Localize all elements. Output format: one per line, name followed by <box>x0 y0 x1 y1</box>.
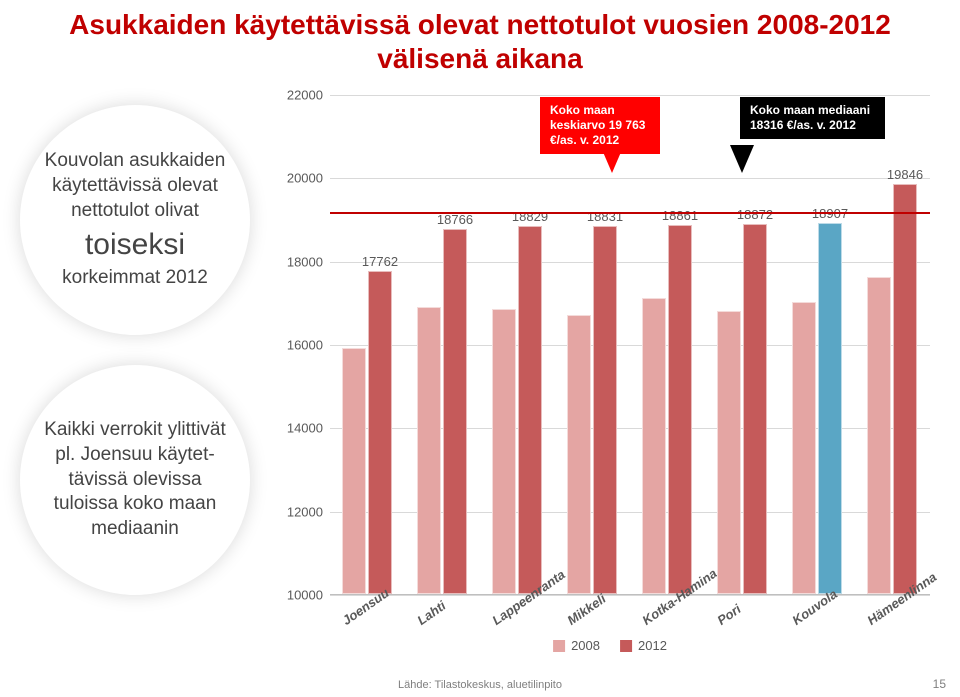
circle-1-post: korkeimmat 2012 <box>62 267 208 288</box>
bar <box>867 277 891 594</box>
bar <box>417 307 441 595</box>
circle-2-pre: Kaikki verrokit ylittivät pl. Joensuu kä… <box>44 419 226 539</box>
y-tick-label: 16000 <box>275 338 323 353</box>
x-category-label: Mikkeli <box>564 591 608 628</box>
bar <box>342 348 366 594</box>
title-line2: välisenä aikana <box>377 43 582 74</box>
y-tick-label: 10000 <box>275 588 323 603</box>
x-category-label: Pori <box>714 601 743 628</box>
circle-1-text: Kouvolan asukkaiden käytettävissä olevat… <box>40 149 230 291</box>
chart-plot: 17762Joensuu18766Lahti18829Lappeenranta1… <box>330 95 930 595</box>
legend-item-2012: 2012 <box>620 638 667 653</box>
circle-2: Kaikki verrokit ylittivät pl. Joensuu kä… <box>20 365 250 595</box>
bar <box>743 224 767 594</box>
x-category-label: Lahti <box>414 598 448 628</box>
bar <box>593 226 617 594</box>
chart-legend: 2008 2012 <box>553 638 667 653</box>
callout-box: Koko maan mediaani18316 €/as. v. 2012 <box>740 97 885 139</box>
bar <box>717 311 741 594</box>
bar <box>668 225 692 594</box>
trendline <box>330 212 930 214</box>
callout-line: 18316 €/as. v. 2012 <box>750 118 875 133</box>
bar <box>443 229 467 594</box>
bar-value-label: 17762 <box>355 254 405 269</box>
callout-line: keskiarvo 19 763 <box>550 118 650 133</box>
callout-line: €/as. v. 2012 <box>550 133 650 148</box>
bar <box>492 309 516 594</box>
gridline <box>330 95 930 96</box>
gridline <box>330 595 930 596</box>
source-text: Lähde: Tilastokeskus, aluetilinpito <box>398 679 562 691</box>
bar <box>368 271 392 594</box>
y-tick-label: 14000 <box>275 421 323 436</box>
callout-box: Koko maankeskiarvo 19 763€/as. v. 2012 <box>540 97 660 154</box>
bar-value-label: 18861 <box>655 208 705 223</box>
page-number: 15 <box>933 677 946 691</box>
chart-area: 10000120001400016000180002000022000 1776… <box>275 95 945 655</box>
y-tick-label: 20000 <box>275 171 323 186</box>
title-line1: Asukkaiden käytettävissä olevat nettotul… <box>69 9 891 40</box>
bar-value-label: 18872 <box>730 207 780 222</box>
callout-line: Koko maan mediaani <box>750 103 875 118</box>
legend-label-2012: 2012 <box>638 638 667 653</box>
bar <box>518 226 542 594</box>
callout-tail <box>730 145 754 173</box>
bar-value-label: 19846 <box>880 167 930 182</box>
bar <box>567 315 591 594</box>
circle-1: Kouvolan asukkaiden käytettävissä olevat… <box>20 105 250 335</box>
y-tick-label: 18000 <box>275 254 323 269</box>
left-column: Kouvolan asukkaiden käytettävissä olevat… <box>10 105 260 625</box>
bar <box>792 302 816 594</box>
legend-swatch-2008 <box>553 640 565 652</box>
page-title: Asukkaiden käytettävissä olevat nettotul… <box>0 0 960 79</box>
circle-1-big: toiseksi <box>40 225 230 264</box>
callout-line: Koko maan <box>550 103 650 118</box>
bar <box>818 223 842 594</box>
y-tick-label: 22000 <box>275 88 323 103</box>
circle-2-text: Kaikki verrokit ylittivät pl. Joensuu kä… <box>40 418 230 541</box>
legend-item-2008: 2008 <box>553 638 600 653</box>
bar <box>893 184 917 594</box>
gridline <box>330 178 930 179</box>
y-tick-label: 12000 <box>275 504 323 519</box>
bar-value-label: 18766 <box>430 212 480 227</box>
legend-swatch-2012 <box>620 640 632 652</box>
circle-1-pre: Kouvolan asukkaiden käytettävissä olevat… <box>45 150 226 220</box>
bar <box>642 298 666 594</box>
legend-label-2008: 2008 <box>571 638 600 653</box>
